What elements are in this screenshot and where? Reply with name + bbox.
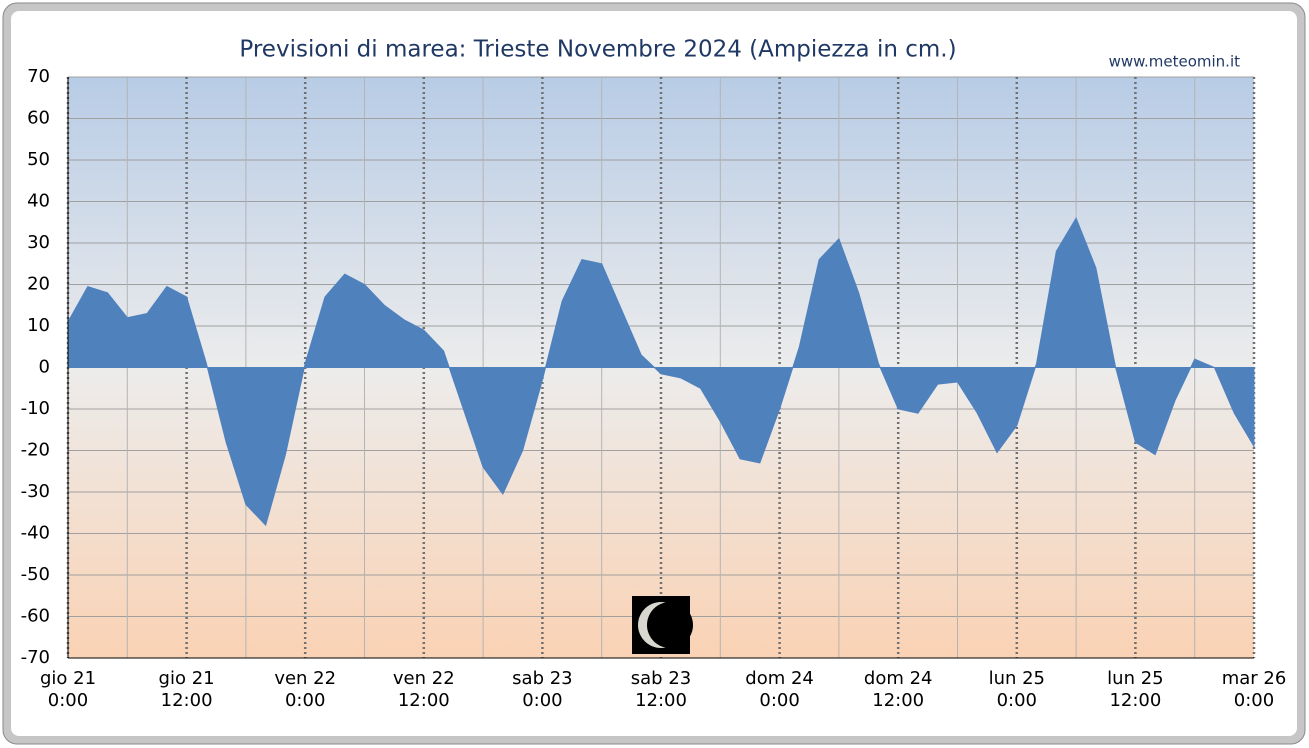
x-tick-label: 0:00 [1234, 690, 1274, 711]
x-tick-label: gio 21 [40, 668, 96, 689]
x-tick-label: dom 24 [745, 668, 814, 689]
y-tick-label: 20 [27, 274, 50, 295]
x-tick-label: sab 23 [512, 668, 572, 689]
x-tick-label: lun 25 [989, 668, 1045, 689]
y-tick-label: -20 [21, 440, 50, 461]
chart-title: Previsioni di marea: Trieste Novembre 20… [239, 37, 956, 63]
y-tick-label: 10 [27, 315, 50, 336]
x-tick-label: ven 22 [393, 668, 455, 689]
y-tick-label: -30 [21, 481, 50, 502]
x-tick-label: 12:00 [398, 690, 450, 711]
y-tick-label: -40 [21, 523, 50, 544]
y-tick-label: -50 [21, 564, 50, 585]
x-tick-label: dom 24 [864, 668, 933, 689]
y-tick-label: -70 [21, 647, 50, 668]
x-tick-label: 0:00 [285, 690, 325, 711]
x-tick-label: ven 22 [274, 668, 336, 689]
source: www.meteomin.it [1109, 53, 1241, 71]
x-tick-label: 12:00 [872, 690, 924, 711]
x-tick-label: 0:00 [48, 690, 88, 711]
x-tick-label: sab 23 [631, 668, 691, 689]
y-tick-label: 60 [27, 108, 50, 129]
y-tick-label: -60 [21, 606, 50, 627]
x-tick-label: 12:00 [1109, 690, 1161, 711]
y-tick-label: 30 [27, 232, 50, 253]
x-tick-label: 0:00 [522, 690, 562, 711]
y-tick-label: 50 [27, 149, 50, 170]
x-tick-label: gio 21 [159, 668, 215, 689]
x-tick-label: 12:00 [161, 690, 213, 711]
moon-icon [632, 596, 693, 654]
x-tick-label: mar 26 [1222, 668, 1287, 689]
x-tick-label: 12:00 [635, 690, 687, 711]
x-tick-label: 0:00 [997, 690, 1037, 711]
x-tick-label: lun 25 [1107, 668, 1163, 689]
tide-area [67, 216, 1255, 527]
y-tick-label: 40 [27, 191, 50, 212]
y-tick-label: -10 [21, 398, 50, 419]
x-tick-label: 0:00 [759, 690, 799, 711]
y-tick-label: 0 [39, 357, 50, 378]
y-tick-label: 70 [27, 66, 50, 87]
